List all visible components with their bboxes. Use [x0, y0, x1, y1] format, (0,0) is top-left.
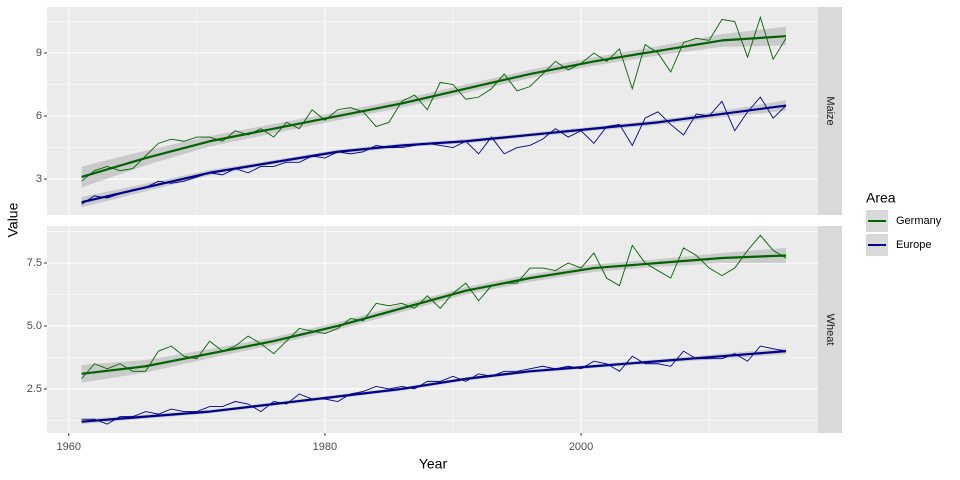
facet-strip — [818, 226, 842, 433]
trend-line — [81, 104, 787, 204]
confidence-band — [81, 26, 786, 188]
trend-line — [81, 350, 787, 423]
confidence-band — [81, 247, 786, 383]
y-tick-label: 6 — [36, 110, 42, 122]
y-axis-title: Value — [5, 202, 21, 237]
legend-title: Area — [866, 190, 896, 206]
y-tick-label: 5.0 — [27, 320, 42, 332]
y-tick-label: 9 — [36, 47, 42, 59]
y-tick-label: 7.5 — [27, 257, 42, 269]
facet-label: Wheat — [824, 314, 836, 346]
x-tick-label: 1980 — [313, 441, 337, 453]
data-line — [81, 345, 787, 425]
trend-line — [81, 254, 787, 375]
legend-label: Europe — [896, 239, 931, 251]
x-tick-label: 1960 — [57, 441, 81, 453]
y-tick-label: 3 — [36, 173, 42, 185]
facet-label: Maize — [824, 96, 836, 125]
trend-line — [81, 35, 787, 179]
legend-label: Germany — [896, 215, 942, 227]
x-axis-title: Year — [419, 456, 448, 472]
facet-strip — [818, 7, 842, 215]
x-tick-label: 2000 — [569, 441, 593, 453]
y-tick-label: 2.5 — [27, 383, 42, 395]
